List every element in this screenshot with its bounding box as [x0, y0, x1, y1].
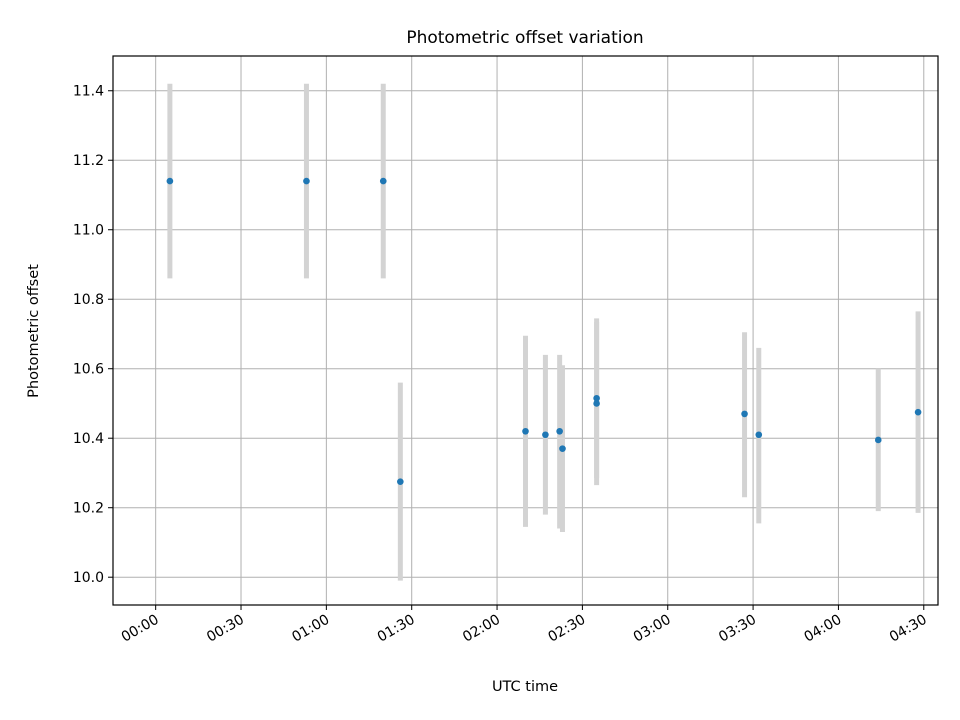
y-tick-label: 10.8 — [73, 292, 104, 308]
plot-frame — [112, 55, 939, 606]
data-point — [741, 410, 748, 418]
y-tick-label: 10.2 — [73, 501, 104, 517]
y-axis-title: Photometric offset — [26, 264, 42, 398]
y-tick-label: 11.0 — [73, 223, 104, 239]
y-tick-label: 11.4 — [73, 84, 104, 100]
data-point — [593, 400, 600, 407]
data-point — [559, 445, 566, 452]
y-tick-label: 11.2 — [73, 153, 104, 169]
y-tick-label: 10.6 — [73, 362, 104, 378]
data-point — [522, 427, 529, 435]
data-points — [166, 177, 922, 485]
data-point — [166, 177, 174, 185]
data-point — [556, 427, 563, 435]
data-point — [874, 436, 882, 444]
chart-title: Photometric offset variation — [406, 28, 643, 48]
data-point — [914, 408, 922, 416]
data-point — [593, 394, 600, 402]
data-point — [303, 177, 310, 185]
data-point — [542, 431, 549, 439]
data-point — [755, 431, 763, 439]
data-point — [379, 177, 387, 185]
y-tick-label: 10.0 — [73, 570, 104, 586]
y-axis-ticks: 10.0 10.2 10.4 10.6 10.8 11.0 11.2 11.4 — [73, 84, 113, 586]
y-tick-label: 10.4 — [73, 431, 104, 447]
x-axis-title: UTC time — [492, 679, 558, 695]
data-point — [397, 478, 404, 485]
